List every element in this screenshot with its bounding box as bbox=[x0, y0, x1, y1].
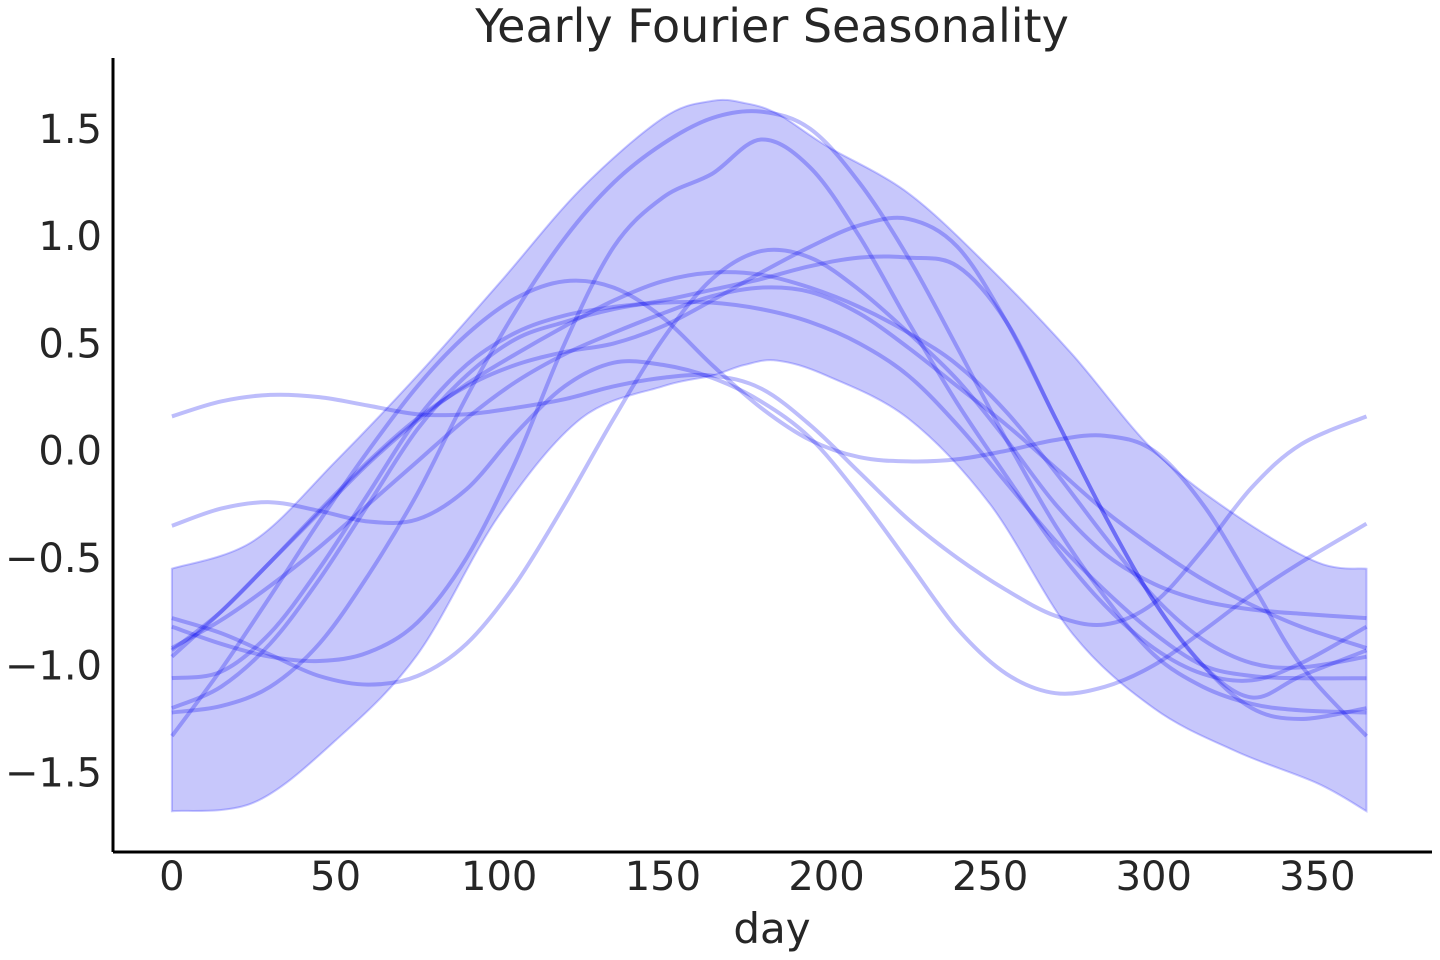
y-tick-label: 0.0 bbox=[38, 429, 102, 475]
x-tick-label: 350 bbox=[1279, 854, 1355, 900]
x-tick-label: 100 bbox=[461, 854, 537, 900]
chart-title: Yearly Fourier Seasonality bbox=[474, 0, 1069, 53]
series-line-7 bbox=[171, 299, 1367, 681]
series-line-11 bbox=[170, 285, 1368, 651]
series-line-4 bbox=[171, 137, 1368, 683]
series-line-1 bbox=[171, 372, 1368, 627]
y-tick-label: 0.5 bbox=[38, 321, 102, 367]
series-line-5 bbox=[171, 109, 1367, 715]
series-line-2 bbox=[171, 359, 1368, 696]
confidence-band bbox=[170, 98, 1368, 813]
x-tick-labels: 0 50 100 150 200 250 300 350 bbox=[159, 854, 1355, 900]
x-tick-label: 250 bbox=[952, 854, 1028, 900]
y-tick-label: −1.0 bbox=[5, 643, 102, 689]
y-tick-label: 1.5 bbox=[38, 107, 102, 153]
x-axis-label: day bbox=[733, 904, 810, 953]
series-line-6 bbox=[170, 215, 1368, 700]
series-line-8 bbox=[171, 247, 1367, 687]
plot-area bbox=[170, 98, 1368, 813]
x-tick-label: 0 bbox=[159, 854, 184, 900]
series-line-9 bbox=[170, 270, 1367, 670]
y-tick-labels: 1.5 1.0 0.5 0.0 −0.5 −1.0 −1.5 bbox=[5, 107, 102, 797]
y-tick-label: 1.0 bbox=[38, 214, 102, 260]
x-tick-label: 150 bbox=[625, 854, 701, 900]
series-line-10 bbox=[171, 254, 1367, 722]
x-tick-label: 200 bbox=[788, 854, 864, 900]
y-tick-label: −1.5 bbox=[5, 751, 102, 797]
confidence-band-layer bbox=[170, 98, 1368, 813]
x-tick-label: 50 bbox=[310, 854, 361, 900]
series-line-3 bbox=[170, 278, 1368, 738]
series-layer bbox=[170, 109, 1368, 738]
x-tick-label: 300 bbox=[1116, 854, 1192, 900]
y-tick-label: −0.5 bbox=[5, 536, 102, 582]
